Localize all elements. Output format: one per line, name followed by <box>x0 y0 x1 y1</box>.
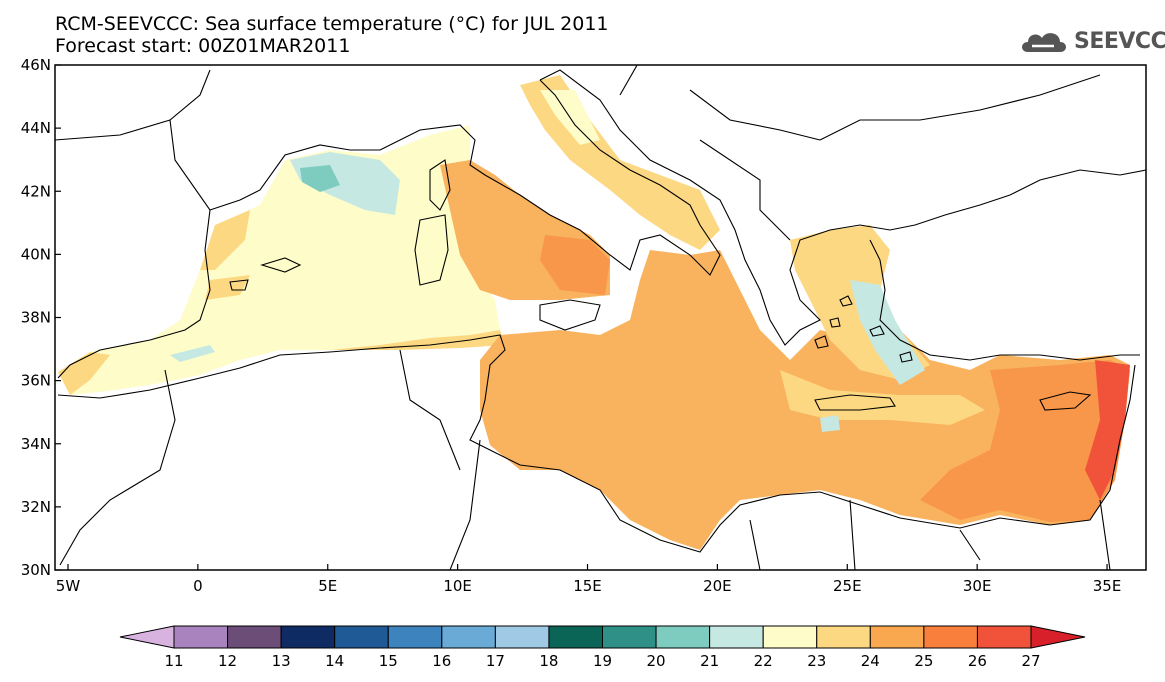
colorbar-label: 17 <box>486 652 505 670</box>
lon-tick-label: 15E <box>573 577 602 595</box>
colorbar-bin <box>494 625 550 649</box>
colorbar-high-extend <box>1030 625 1086 649</box>
colorbar-bin <box>976 625 1032 649</box>
colorbar-bin <box>762 625 818 649</box>
lon-tick-label: 10E <box>443 577 472 595</box>
colorbar-bin <box>655 625 711 649</box>
temperature-colorbar: 11 12 13 14 15 16 17 18 19 20 21 22 23 24 25 26 27 <box>119 625 1086 670</box>
colorbar-label: 16 <box>432 652 451 670</box>
logo-text: SEEVCCC <box>1074 28 1165 54</box>
lon-tick-label: 35E <box>1093 577 1122 595</box>
colorbar-label: 24 <box>861 652 880 670</box>
western-basin-edge-warm <box>58 210 505 395</box>
longitude-axis: 5W 0 5E 10E 15E 20E 25E 30E 35E <box>56 564 1122 595</box>
tyrrhenian-warm <box>540 235 610 295</box>
colorbar-label: 20 <box>647 652 666 670</box>
lat-tick-label: 34N <box>21 435 51 453</box>
lat-tick-label: 32N <box>21 498 51 516</box>
coastlines <box>55 65 1146 570</box>
lon-tick-label: 30E <box>963 577 992 595</box>
levantine-warm <box>920 360 1130 522</box>
colorbar-label: 11 <box>164 652 183 670</box>
colorbar-label: 21 <box>700 652 719 670</box>
colorbar-bin <box>173 625 229 649</box>
colorbar-label: 26 <box>968 652 987 670</box>
colorbar-bin <box>602 625 657 649</box>
colorbar-bin <box>923 625 978 649</box>
colorbar-bin <box>816 625 871 649</box>
colorbar-label: 15 <box>379 652 398 670</box>
lat-tick-label: 44N <box>21 119 51 137</box>
colorbar-label: 23 <box>807 652 826 670</box>
sea-temperature-field <box>58 75 1130 550</box>
colorbar-bin <box>227 625 282 649</box>
lon-tick-label: 0 <box>193 577 203 595</box>
colorbar-label: 12 <box>218 652 237 670</box>
gulf-of-lion-cold-core <box>300 165 340 192</box>
colorbar-label: 27 <box>1021 652 1040 670</box>
alboran-cool <box>170 345 215 362</box>
lon-tick-label: 5W <box>56 577 81 595</box>
seevccc-logo: SEEVCCC <box>1018 26 1165 56</box>
aegean-cool <box>850 280 925 385</box>
colorbar-bin <box>548 625 603 649</box>
colorbar-bin <box>334 625 389 649</box>
colorbar-bin <box>280 625 336 649</box>
cloud-logo-icon <box>1022 33 1066 52</box>
colorbar-label: 14 <box>325 652 344 670</box>
colorbar-label: 19 <box>593 652 612 670</box>
lat-tick-label: 46N <box>21 56 51 74</box>
map-title: RCM-SEEVCCC: Sea surface temperature (°C… <box>55 13 609 35</box>
lon-tick-label: 25E <box>833 577 862 595</box>
lon-tick-label: 20E <box>703 577 732 595</box>
colorbar-bin <box>709 625 764 649</box>
lat-tick-label: 36N <box>21 372 51 390</box>
colorbar-label: 22 <box>754 652 773 670</box>
colorbar-label: 25 <box>914 652 933 670</box>
lat-tick-label: 40N <box>21 245 51 263</box>
colorbar-bin <box>869 625 925 649</box>
lat-tick-label: 30N <box>21 561 51 579</box>
levantine-hot <box>1085 360 1130 500</box>
crete-spot-cool <box>820 415 840 432</box>
forecast-start-subtitle: Forecast start: 00Z01MAR2011 <box>55 35 351 57</box>
lon-tick-label: 5E <box>318 577 337 595</box>
colorbar-label: 18 <box>539 652 558 670</box>
colorbar-bin <box>387 625 443 649</box>
latitude-axis: 46N 44N 42N 40N 38N 36N 34N 32N 30N <box>21 56 61 579</box>
colorbar-bin <box>441 625 496 649</box>
colorbar-low-extend <box>119 625 175 649</box>
lat-tick-label: 42N <box>21 182 51 200</box>
lat-tick-label: 38N <box>21 309 51 327</box>
colorbar-label: 13 <box>272 652 291 670</box>
